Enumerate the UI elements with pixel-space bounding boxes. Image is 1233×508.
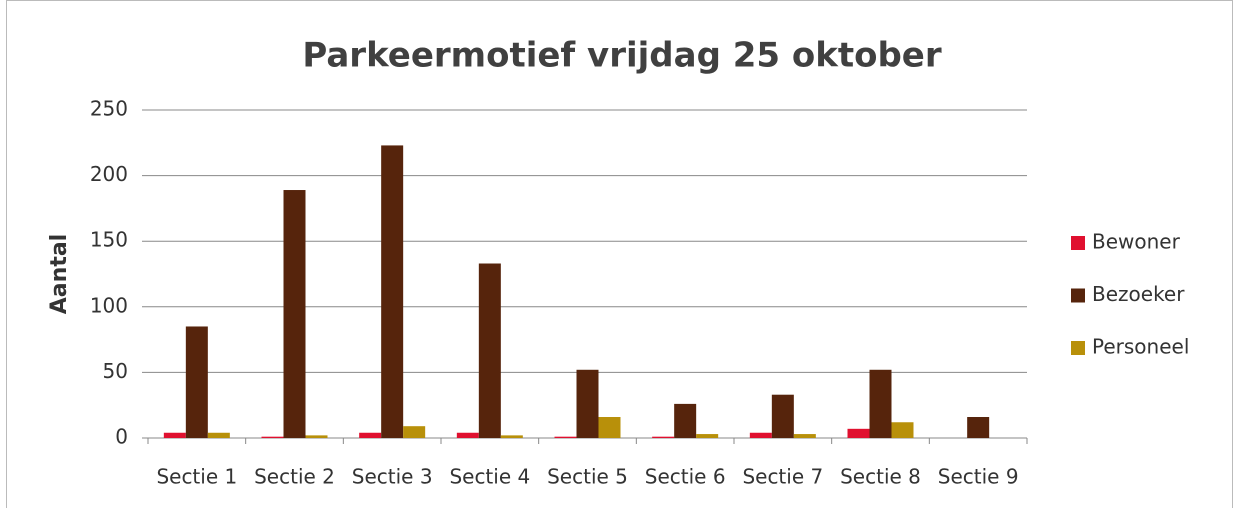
legend-label: Bezoeker (1092, 282, 1185, 306)
bar (696, 434, 719, 438)
y-tick-label: 0 (115, 425, 128, 449)
legend-swatch (1071, 288, 1085, 303)
bar (652, 436, 675, 438)
bar (381, 145, 404, 438)
legend-swatch (1071, 236, 1085, 250)
x-tick-label: Sectie 9 (938, 465, 1019, 489)
bar (967, 417, 990, 438)
x-tick-label: Sectie 3 (352, 465, 433, 489)
bar (456, 432, 479, 438)
chart-title: Parkeermotief vrijdag 25 oktober (302, 36, 942, 76)
y-tick-label: 200 (90, 162, 128, 186)
y-axis-title: Aantal (47, 234, 72, 314)
bar (478, 263, 501, 438)
bar (869, 369, 892, 438)
bar (207, 432, 230, 438)
x-tick-label: Sectie 6 (645, 465, 726, 489)
bar (847, 428, 870, 438)
bar (771, 394, 794, 438)
bar (891, 422, 914, 438)
x-tick-label: Sectie 1 (156, 465, 237, 489)
legend-label: Personeel (1092, 335, 1189, 359)
legend-label: Bewoner (1092, 230, 1181, 254)
x-tick-label: Sectie 2 (254, 465, 335, 489)
y-tick-label: 50 (103, 359, 128, 383)
bar (500, 435, 523, 438)
x-tick-label: Sectie 5 (547, 465, 628, 489)
bar (674, 403, 697, 438)
bar (305, 435, 328, 438)
bar (598, 417, 621, 438)
bar (403, 426, 426, 438)
y-tick-label: 150 (90, 228, 128, 252)
x-tick-label: Sectie 8 (840, 465, 921, 489)
x-tick-label: Sectie 4 (449, 465, 530, 489)
x-tick-label: Sectie 7 (742, 465, 823, 489)
bar (283, 190, 306, 438)
bar (163, 432, 186, 438)
y-tick-label: 250 (90, 97, 128, 121)
bar (793, 434, 816, 438)
bar (576, 369, 599, 438)
bar (261, 436, 284, 438)
bar (554, 436, 577, 438)
bar (185, 326, 208, 438)
y-tick-label: 100 (90, 293, 128, 317)
bar (749, 432, 772, 438)
legend-swatch (1071, 341, 1085, 355)
bar (359, 432, 382, 438)
